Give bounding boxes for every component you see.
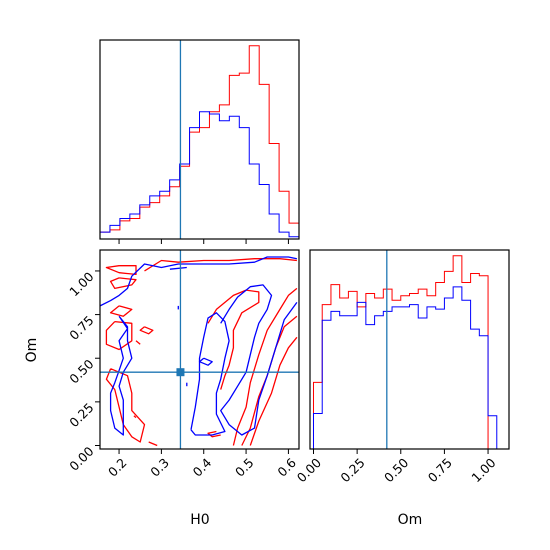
om-tick-label-5: 1.00 xyxy=(468,455,498,485)
contour-series-1-line-1 xyxy=(105,265,137,276)
contour-series-1-line-2 xyxy=(144,258,297,272)
contour-series-2-line-5 xyxy=(220,284,298,436)
contour-series-1-line-7 xyxy=(148,441,158,447)
h0-tick-label-2: 0.3 xyxy=(147,455,172,480)
y-axis-label-om: Om xyxy=(24,338,40,363)
contour-series-2-line-4 xyxy=(190,312,230,436)
h0-marginal-frame xyxy=(99,39,300,240)
h0-tick-label-1: 0.2 xyxy=(105,455,130,480)
contour-lines xyxy=(100,256,298,447)
contour-series-1-line-3 xyxy=(109,277,137,290)
contour-x-ticks: 0.2 0.3 0.4 0.5 0.6 xyxy=(105,449,299,480)
contour-panel: 0.2 0.3 0.4 0.5 0.6 0.000.250.500.751.00 H0 … xyxy=(24,249,300,528)
h0-marginal-ticks xyxy=(118,239,289,244)
om-hist-series-1 xyxy=(312,255,497,450)
h0-tick-label-3: 0.4 xyxy=(190,455,215,480)
contour-y-ticks: 0.00 0.25 0.50 0.75 1.00 xyxy=(66,269,100,474)
contour-series-1-line-12 xyxy=(249,336,298,446)
contour-series-1-line-14 xyxy=(135,340,141,345)
contour-series-2-line-2 xyxy=(169,266,187,270)
x-axis-label-h0: H0 xyxy=(190,512,209,528)
h0-histogram-bars xyxy=(99,45,300,239)
contour-frame xyxy=(99,249,300,450)
truth-point-marker xyxy=(176,368,185,377)
h0-hist-series-2 xyxy=(99,111,300,239)
contour-series-2-line-1 xyxy=(100,256,298,307)
x-axis-label-om: Om xyxy=(398,512,423,528)
contour-series-1-line-8 xyxy=(207,289,260,390)
contour-series-1-line-4 xyxy=(109,305,133,317)
contour-series-1-line-5 xyxy=(105,320,133,351)
contour-series-1-line-6 xyxy=(105,368,146,443)
om-marginal-frame xyxy=(309,249,510,450)
h0-marginal-panel xyxy=(99,39,300,244)
om-tick-label-2: 0.25 xyxy=(337,455,367,485)
contour-series-1-line-11 xyxy=(241,315,298,446)
contour-series-1-line-10 xyxy=(232,287,298,446)
contour-series-2-line-3 xyxy=(109,315,133,436)
h0-tick-label-4: 0.5 xyxy=(232,455,257,480)
om-hist-series-2 xyxy=(312,286,498,449)
om-tick-label-3: 0.50 xyxy=(381,455,411,485)
om-y-tick-label-1: 0.00 xyxy=(66,443,96,473)
contour-series-1-line-15 xyxy=(133,415,137,419)
om-y-tick-label-2: 0.25 xyxy=(66,400,96,430)
om-tick-label-1: 0.00 xyxy=(294,455,324,485)
contour-series-2-line-6 xyxy=(198,357,213,366)
contour-series-1-line-13 xyxy=(139,326,154,335)
om-y-tick-label-5: 1.00 xyxy=(66,269,96,299)
om-y-tick-label-3: 0.50 xyxy=(66,356,96,386)
om-y-tick-label-4: 0.75 xyxy=(66,313,96,343)
om-marginal-panel: 0.00 0.25 0.50 0.75 1.00 Om xyxy=(294,249,510,528)
om-histogram-bars xyxy=(312,255,498,450)
om-x-ticks: 0.00 0.25 0.50 0.75 1.00 xyxy=(294,449,499,485)
om-tick-label-4: 0.75 xyxy=(425,455,455,485)
